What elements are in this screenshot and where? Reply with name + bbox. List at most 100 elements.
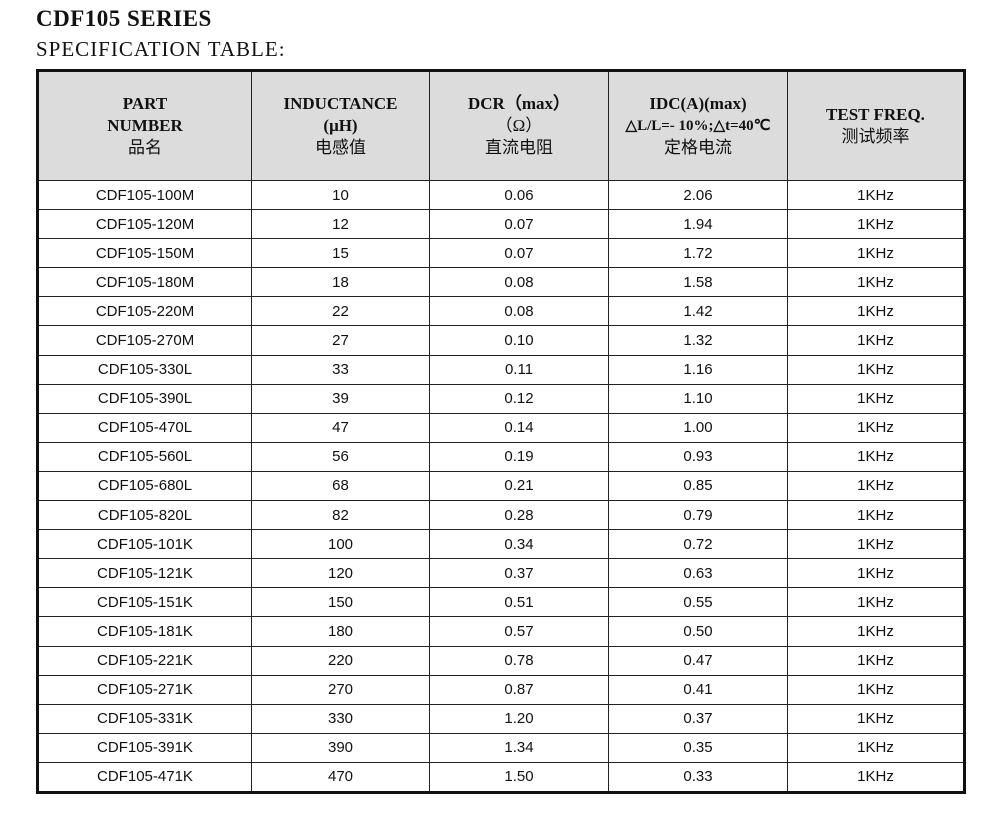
- table-cell: 0.28: [429, 500, 609, 531]
- column-header: INDUCTANCE (μH) 电感值: [251, 70, 430, 181]
- table-cell: 47: [251, 412, 430, 443]
- table-cell: 1.42: [608, 296, 788, 327]
- table-row: CDF105-471K 470 1.50 0.33 1KHz: [37, 761, 965, 793]
- table-cell: 1KHz: [787, 587, 965, 618]
- table-cell: 1KHz: [787, 325, 965, 356]
- table-row: CDF105-221K 220 0.78 0.47 1KHz: [37, 645, 965, 676]
- table-row: CDF105-220M 22 0.08 1.42 1KHz: [37, 296, 965, 327]
- table-cell: 1.58: [608, 267, 788, 298]
- table-cell: 1KHz: [787, 703, 965, 734]
- table-cell: CDF105-121K: [37, 558, 252, 589]
- table-cell: 0.93: [608, 441, 788, 472]
- header-l1: DCR（max）: [468, 94, 570, 113]
- header-cn: 品名: [128, 138, 162, 157]
- table-cell: 56: [251, 441, 430, 472]
- table-row: CDF105-151K 150 0.51 0.55 1KHz: [37, 587, 965, 618]
- column-header: IDC(A)(max) △L/L=- 10%;△t=40℃ 定格电流: [608, 70, 788, 181]
- header-l1: TEST FREQ.: [826, 105, 925, 124]
- table-cell: 1.20: [429, 703, 609, 734]
- header-l1: IDC(A)(max): [649, 94, 747, 113]
- table-cell: 2.06: [608, 179, 788, 211]
- table-cell: CDF105-181K: [37, 616, 252, 647]
- header-l2: △L/L=- 10%;△t=40℃: [625, 118, 771, 134]
- table-cell: CDF105-180M: [37, 267, 252, 298]
- table-cell: CDF105-221K: [37, 645, 252, 676]
- table-cell: 1KHz: [787, 179, 965, 211]
- table-cell: CDF105-220M: [37, 296, 252, 327]
- table-cell: 0.08: [429, 267, 609, 298]
- table-cell: CDF105-100M: [37, 179, 252, 211]
- table-row: CDF105-560L 56 0.19 0.93 1KHz: [37, 441, 965, 472]
- table-cell: 1.50: [429, 761, 609, 793]
- table-cell: 1.00: [608, 412, 788, 443]
- table-cell: CDF105-391K: [37, 732, 252, 763]
- table-row: CDF105-150M 15 0.07 1.72 1KHz: [37, 238, 965, 269]
- table-row: CDF105-820L 82 0.28 0.79 1KHz: [37, 500, 965, 531]
- table-cell: 1.94: [608, 209, 788, 240]
- table-row: CDF105-270M 27 0.10 1.32 1KHz: [37, 325, 965, 356]
- table-cell: 0.35: [608, 732, 788, 763]
- table-cell: 0.79: [608, 500, 788, 531]
- table-cell: 0.87: [429, 674, 609, 705]
- table-cell: 68: [251, 470, 430, 502]
- table-cell: CDF105-820L: [37, 500, 252, 531]
- column-header: PART NUMBER 品名: [37, 70, 252, 181]
- header-l2: NUMBER: [107, 116, 183, 135]
- table-cell: 1KHz: [787, 296, 965, 327]
- table-cell: 1KHz: [787, 674, 965, 705]
- table-row: CDF105-390L 39 0.12 1.10 1KHz: [37, 383, 965, 414]
- table-cell: 1KHz: [787, 529, 965, 560]
- table-cell: 1KHz: [787, 558, 965, 589]
- header-cn: 定格电流: [664, 138, 732, 157]
- table-cell: 1KHz: [787, 470, 965, 502]
- table-cell: 1KHz: [787, 732, 965, 763]
- table-cell: 0.37: [429, 558, 609, 589]
- table-row: CDF105-470L 47 0.14 1.00 1KHz: [37, 412, 965, 443]
- table-row: CDF105-330L 33 0.11 1.16 1KHz: [37, 354, 965, 385]
- table-cell: 0.06: [429, 179, 609, 211]
- header-l1: PART: [122, 94, 168, 113]
- table-cell: CDF105-560L: [37, 441, 252, 472]
- table-cell: 0.72: [608, 529, 788, 560]
- table-cell: 1KHz: [787, 209, 965, 240]
- header-row: PART NUMBER 品名 INDUCTANCE (μH) 电感值 DCR（max） （Ω）…: [37, 70, 965, 181]
- table-row: CDF105-271K 270 0.87 0.41 1KHz: [37, 674, 965, 705]
- table-row: CDF105-391K 390 1.34 0.35 1KHz: [37, 732, 965, 763]
- table-cell: 1KHz: [787, 645, 965, 676]
- table-cell: 1KHz: [787, 500, 965, 531]
- table-cell: CDF105-120M: [37, 209, 252, 240]
- table-cell: 0.57: [429, 616, 609, 647]
- table-cell: 0.50: [608, 616, 788, 647]
- table-cell: 220: [251, 645, 430, 676]
- table-row: CDF105-101K 100 0.34 0.72 1KHz: [37, 529, 965, 560]
- table-cell: CDF105-331K: [37, 703, 252, 734]
- table-cell: 0.78: [429, 645, 609, 676]
- table-row: CDF105-181K 180 0.57 0.50 1KHz: [37, 616, 965, 647]
- table-cell: CDF105-150M: [37, 238, 252, 269]
- table-cell: 0.07: [429, 209, 609, 240]
- table-cell: 1.34: [429, 732, 609, 763]
- table-row: CDF105-120M 12 0.07 1.94 1KHz: [37, 209, 965, 240]
- table-cell: 22: [251, 296, 430, 327]
- table-cell: 0.51: [429, 587, 609, 618]
- table-cell: 1KHz: [787, 761, 965, 793]
- header-cn: 测试频率: [841, 127, 910, 146]
- table-row: CDF105-331K 330 1.20 0.37 1KHz: [37, 703, 965, 734]
- table-cell: 0.85: [608, 470, 788, 502]
- table-cell: CDF105-151K: [37, 587, 252, 618]
- table-cell: 100: [251, 529, 430, 560]
- table-cell: 0.34: [429, 529, 609, 560]
- header-l1: INDUCTANCE: [283, 94, 398, 113]
- table-subtitle: SPECIFICATION TABLE:: [36, 37, 286, 61]
- table-cell: CDF105-330L: [37, 354, 252, 385]
- table-cell: CDF105-390L: [37, 383, 252, 414]
- table-cell: 18: [251, 267, 430, 298]
- table-cell: 1.32: [608, 325, 788, 356]
- table-cell: 33: [251, 354, 430, 385]
- table-cell: 0.33: [608, 761, 788, 793]
- table-cell: 0.10: [429, 325, 609, 356]
- table-cell: 12: [251, 209, 430, 240]
- table-cell: 150: [251, 587, 430, 618]
- table-cell: 1.16: [608, 354, 788, 385]
- table-cell: CDF105-101K: [37, 529, 252, 560]
